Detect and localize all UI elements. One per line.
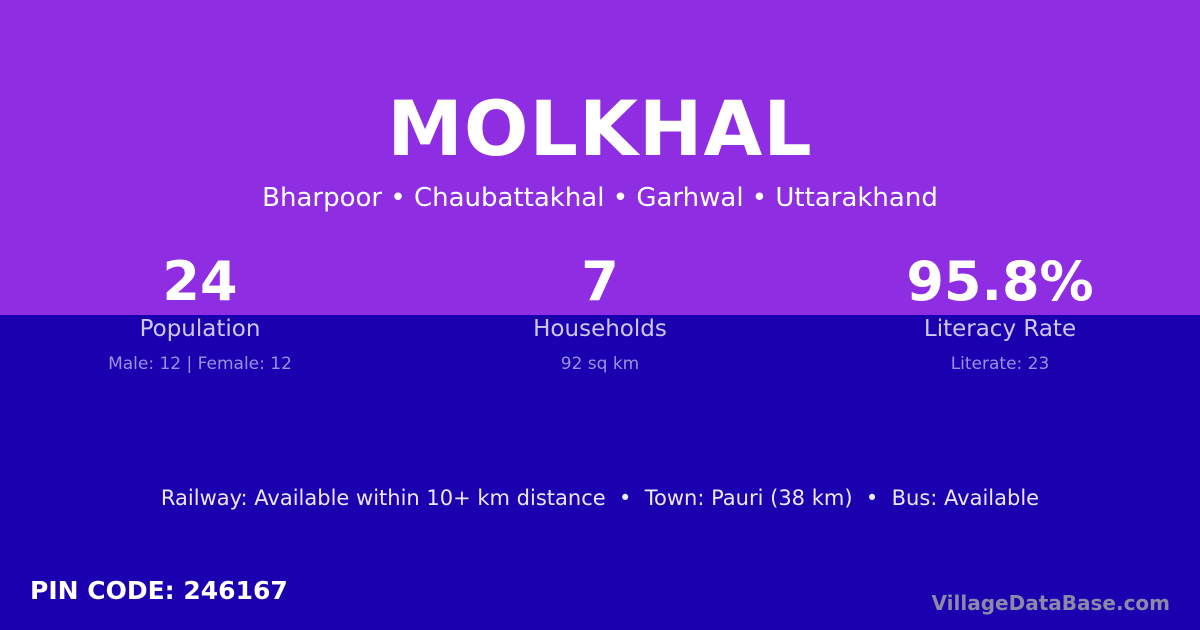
brand-watermark: VillageDataBase.com: [931, 591, 1170, 615]
stat-label: Population: [139, 316, 261, 342]
stat-label: Households: [533, 316, 667, 342]
stat-label: Literacy Rate: [923, 316, 1077, 342]
stat-value: 95.8%: [906, 250, 1094, 313]
stat-detail: 92 sq km: [560, 354, 640, 374]
stat-detail: Male: 12 | Female: 12: [108, 354, 292, 374]
header-band: [0, 0, 1200, 315]
stat-detail: Literate: 23: [950, 354, 1050, 374]
location-breadcrumb: Bharpoor • Chaubattakhal • Garhwal • Utt…: [262, 183, 938, 213]
village-name: MOLKHAL: [387, 84, 813, 173]
stat-value: 24: [162, 250, 238, 313]
stat-value: 7: [581, 250, 619, 313]
pin-code: PIN CODE: 246167: [30, 576, 288, 605]
connectivity-info: Railway: Available within 10+ km distanc…: [160, 486, 1040, 510]
